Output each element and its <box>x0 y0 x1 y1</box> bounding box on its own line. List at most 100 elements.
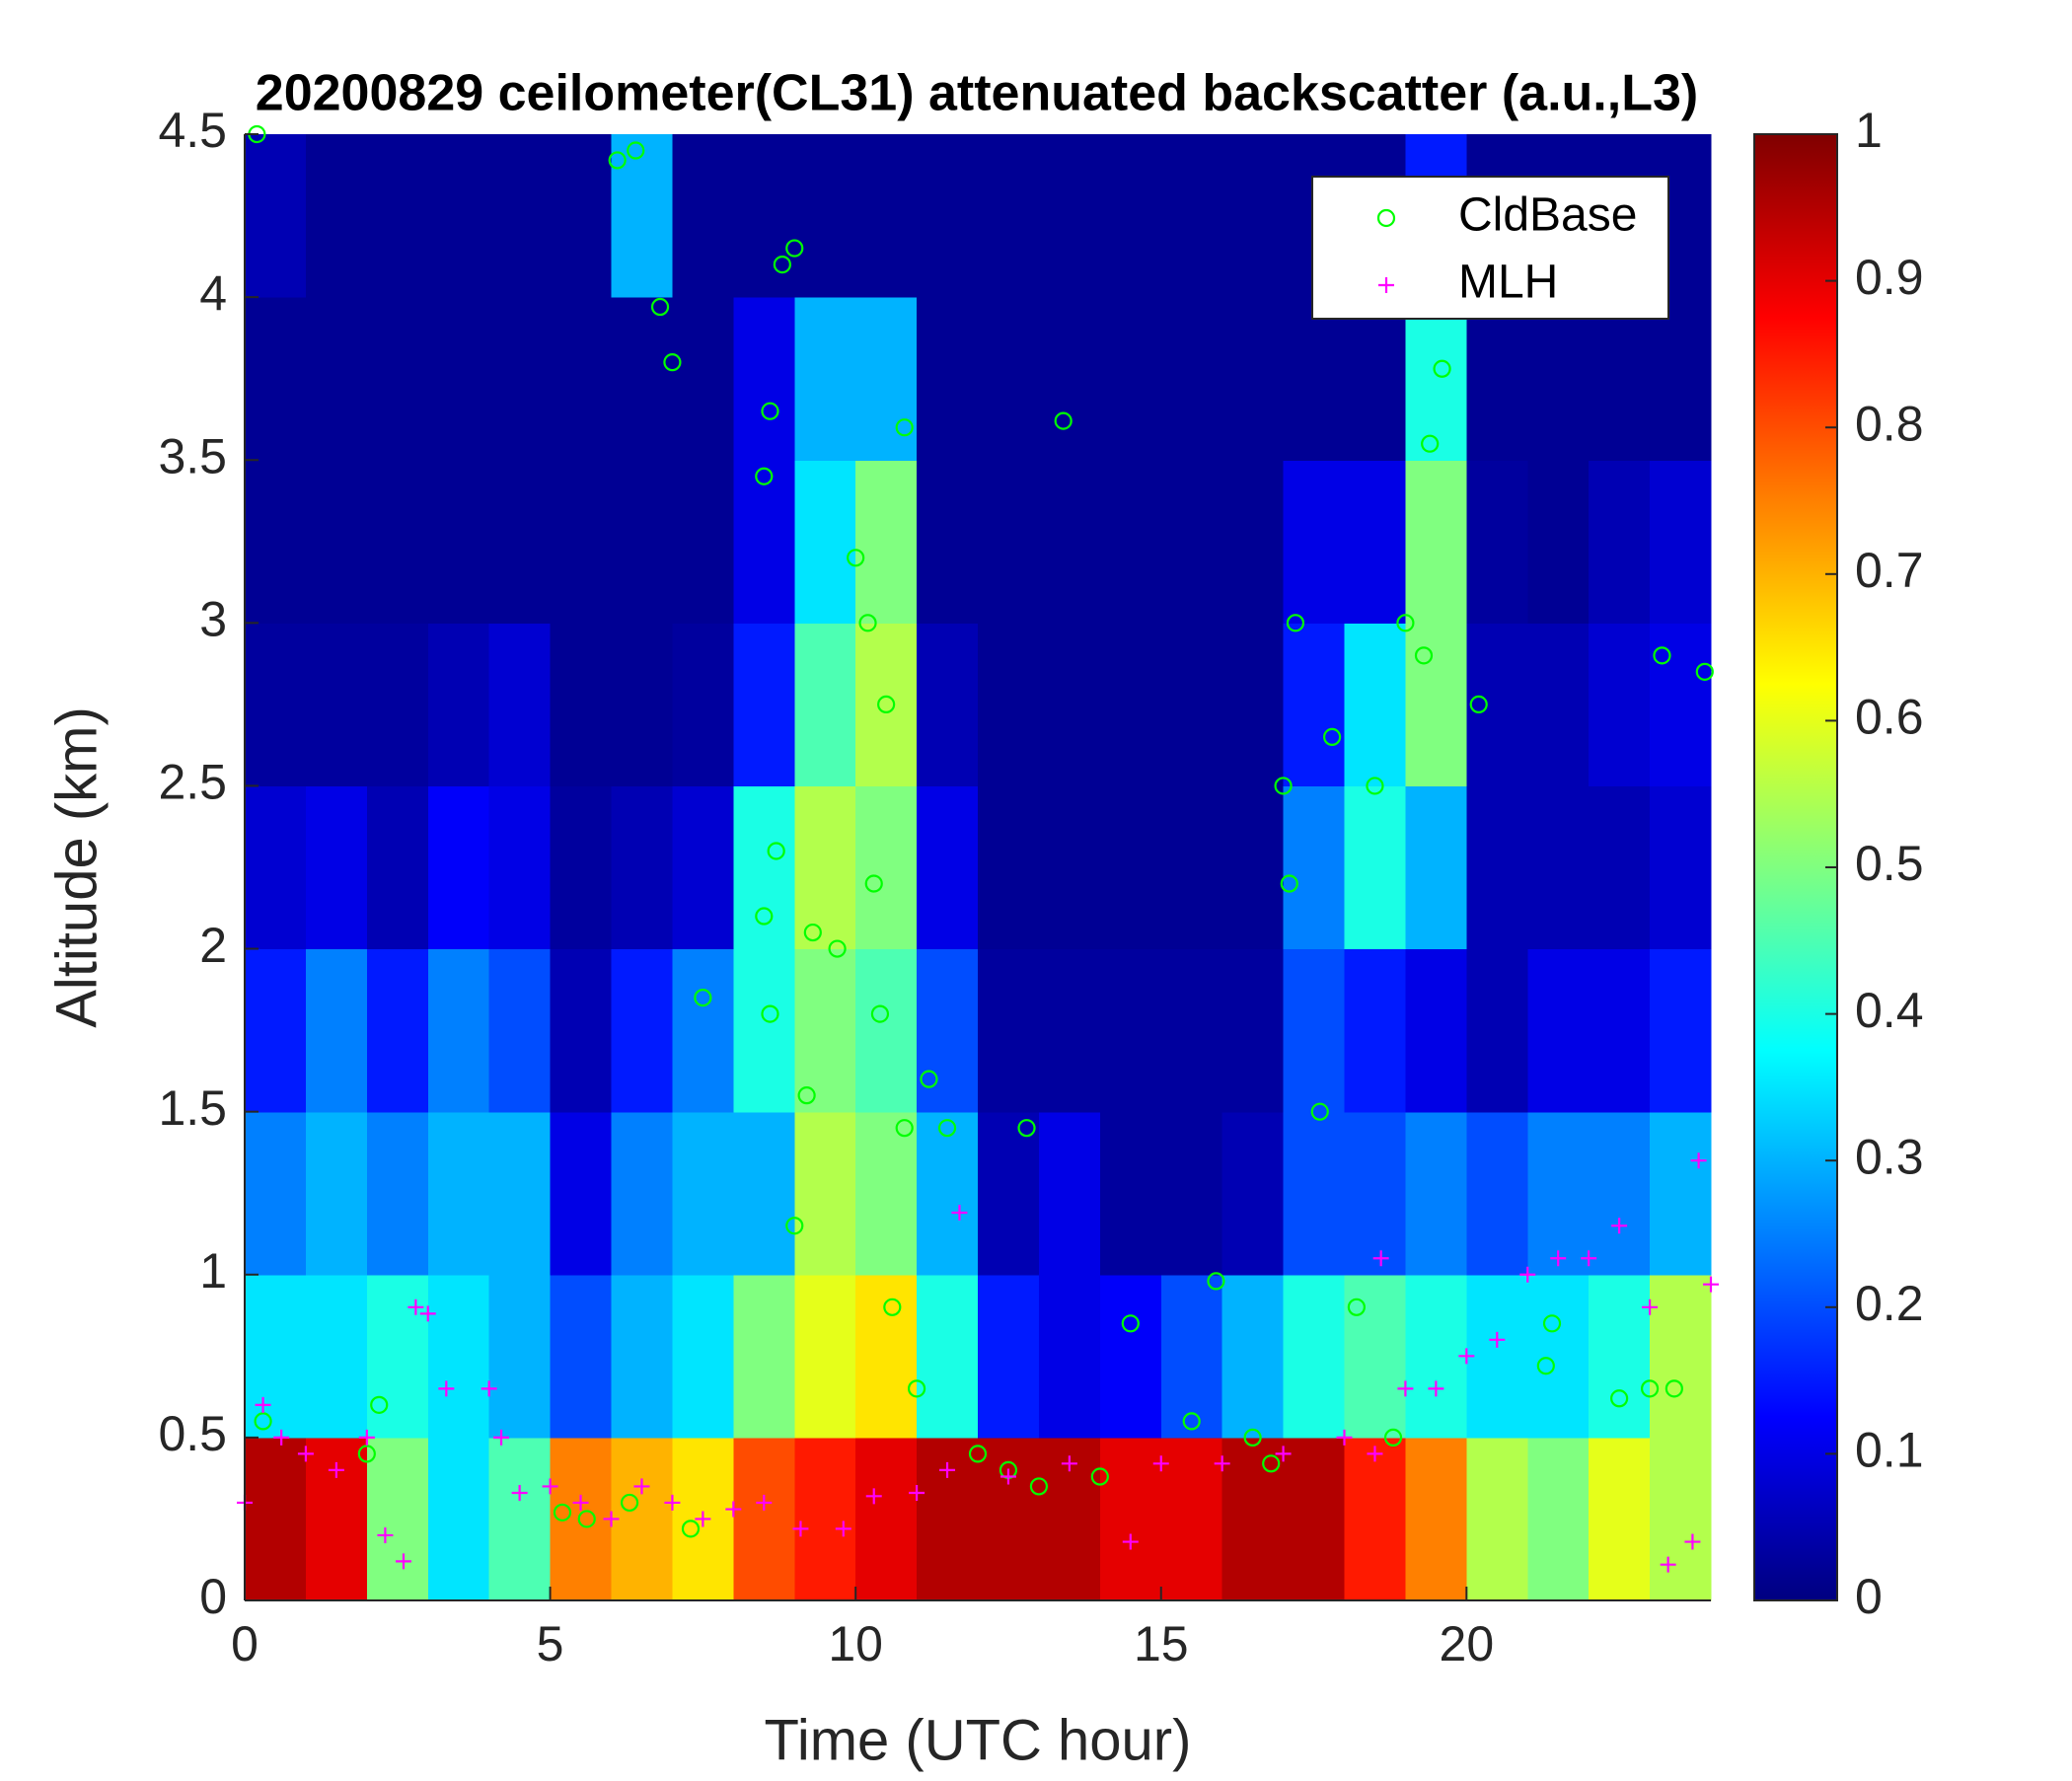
heatmap-cell <box>305 948 368 1113</box>
data-point <box>377 1526 394 1543</box>
heatmap-cell <box>488 297 552 461</box>
data-point <box>1372 1250 1389 1267</box>
heatmap-cell <box>672 948 734 1113</box>
heatmap-cell <box>245 297 307 461</box>
data-point <box>773 255 791 274</box>
heatmap-cell <box>855 623 918 787</box>
heatmap-cell <box>794 297 856 461</box>
chart-title: 20200829 ceilometer(CL31) attenuated bac… <box>256 65 1698 122</box>
heatmap-cell <box>427 623 490 787</box>
heatmap-cell <box>1589 1111 1651 1276</box>
legend-label: CldBase <box>1458 189 1637 242</box>
heatmap-cell <box>978 948 1040 1113</box>
data-point <box>1280 874 1298 893</box>
x-tick-label: 15 <box>1134 1616 1189 1671</box>
heatmap-cell <box>1283 460 1346 624</box>
heatmap-cell <box>488 460 552 624</box>
data-point <box>1610 1389 1629 1408</box>
heatmap-cell <box>245 1437 307 1601</box>
x-tick-label: 5 <box>537 1616 564 1671</box>
heatmap-cell <box>1589 785 1651 950</box>
heatmap-cell <box>427 1274 490 1439</box>
heatmap-cell <box>1160 297 1223 461</box>
data-point <box>909 1485 925 1502</box>
heatmap-cell <box>917 134 979 298</box>
data-point <box>1396 614 1415 632</box>
data-point <box>481 1380 497 1397</box>
heatmap-cell <box>1221 297 1285 461</box>
heatmap-cell <box>855 1274 918 1439</box>
data-point <box>1286 614 1305 632</box>
heatmap-cell <box>366 623 429 787</box>
data-point <box>761 1004 779 1023</box>
heatmap-cell <box>794 1437 856 1601</box>
data-point <box>756 1494 773 1511</box>
heatmap-cell <box>427 460 490 624</box>
heatmap-cell <box>488 1437 552 1601</box>
heatmap-cell <box>1283 1274 1346 1439</box>
data-point <box>1323 727 1342 747</box>
heatmap-cell <box>672 297 734 461</box>
heatmap-cell <box>1038 785 1101 950</box>
heatmap-cell <box>794 948 856 1113</box>
heatmap-cell <box>1344 1274 1407 1439</box>
heatmap-cell <box>305 460 368 624</box>
data-point <box>785 1217 804 1235</box>
data-point <box>968 1445 988 1463</box>
heatmap-cell <box>488 623 552 787</box>
data-point <box>755 467 774 485</box>
heatmap-cell <box>733 948 795 1113</box>
heatmap-cell <box>1466 460 1528 624</box>
data-point <box>792 1521 809 1537</box>
colorbar-tick-label: 1 <box>1855 103 1883 158</box>
data-point <box>627 141 645 160</box>
heatmap-cell <box>733 1111 795 1276</box>
heatmap-cell <box>1466 1437 1528 1601</box>
heatmap-cell <box>611 460 674 624</box>
heatmap-cell <box>305 1437 368 1601</box>
heatmap-cell <box>611 1111 674 1276</box>
heatmap-cell <box>305 1111 368 1276</box>
data-point <box>755 907 774 926</box>
y-tick-label: 3 <box>199 592 227 647</box>
heatmap-cell <box>1283 785 1346 950</box>
colorbar-tick-label: 0.9 <box>1855 250 1924 305</box>
heatmap-cell <box>1589 623 1651 787</box>
heatmap-cell <box>1160 134 1223 298</box>
heatmap-cell <box>611 134 674 298</box>
heatmap-cell <box>1160 1111 1223 1276</box>
data-point <box>419 1305 436 1322</box>
heatmap-cell <box>550 1111 613 1276</box>
data-point <box>1433 359 1451 378</box>
heatmap-cell <box>1405 623 1467 787</box>
heatmap-cell <box>917 297 979 461</box>
heatmap-cell <box>366 785 429 950</box>
data-point <box>1207 1272 1225 1291</box>
x-tick-label: 10 <box>828 1616 883 1671</box>
heatmap-cell <box>978 1274 1040 1439</box>
x-axis-label: Time (UTC hour) <box>765 1708 1192 1772</box>
heatmap-cell <box>550 948 613 1113</box>
heatmap-cell <box>1099 1274 1162 1439</box>
heatmap-cell <box>366 1111 429 1276</box>
heatmap-cell <box>672 623 734 787</box>
heatmap-cell <box>1527 785 1590 950</box>
heatmap-cell <box>1099 134 1162 298</box>
heatmap-cell <box>305 1274 368 1439</box>
data-point <box>620 1493 639 1513</box>
heatmap-cell <box>733 1437 795 1601</box>
data-point <box>920 1070 938 1088</box>
heatmap-cell <box>245 460 307 624</box>
heatmap-cell <box>1466 1274 1528 1439</box>
y-tick-label: 2 <box>199 918 227 973</box>
data-point <box>1029 1477 1049 1496</box>
data-point <box>663 353 682 372</box>
heatmap-cell <box>1344 297 1407 461</box>
heatmap-cell <box>1405 460 1467 624</box>
data-point <box>999 1468 1016 1485</box>
heatmap-cell <box>1650 1274 1712 1439</box>
data-point <box>553 1503 572 1521</box>
data-point <box>1519 1266 1536 1283</box>
heatmap-cell <box>1466 948 1528 1113</box>
